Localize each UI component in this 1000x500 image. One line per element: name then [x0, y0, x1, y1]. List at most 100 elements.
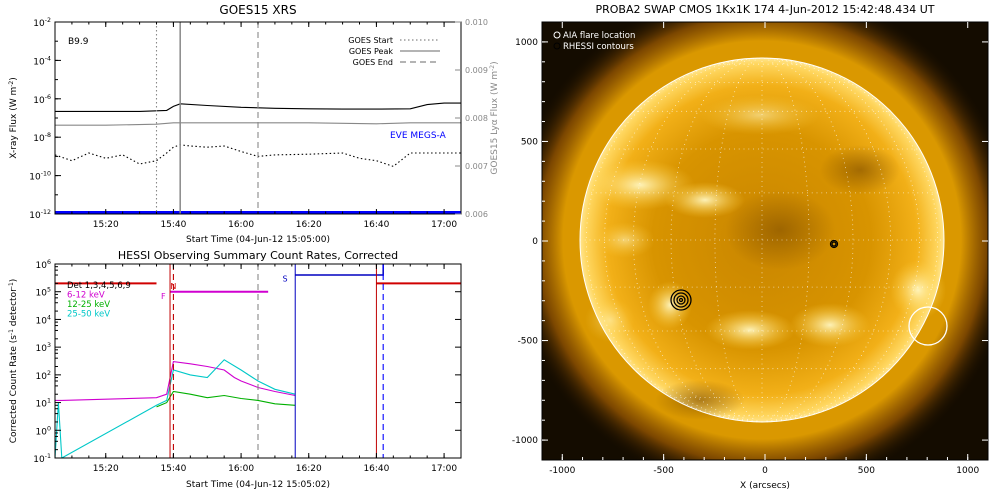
rhessi-contour-2	[673, 292, 689, 308]
goes-ylabel-text: X-ray Flux (W m	[9, 87, 19, 159]
hessi-ytick-label-1-exp: 0	[47, 425, 51, 432]
swap-legend-label-0: AIA flare location	[563, 31, 635, 41]
goes-ytick-label-0: 10-12	[29, 209, 51, 221]
goes-ylabel-end: )	[9, 77, 19, 81]
hessi-ytick-label-5: 104	[36, 314, 51, 326]
goes-ytick-right-label-3: 0.009	[465, 66, 488, 75]
goes-xtick-label-4: 16:40	[363, 220, 389, 230]
goes-panel: GOES15 XRS 15:20 15:40 16:00 16:20 16:40 17:0…	[8, 3, 500, 245]
hessi-ylabel-mid: detector	[9, 288, 19, 329]
active-region-east-2	[665, 182, 745, 218]
rhessi-contour-1	[670, 289, 692, 311]
hessi-series-2	[55, 359, 296, 458]
hessi-xtick-label-2: 16:00	[228, 464, 254, 474]
swap-axes: -1000 -500 0 500 1000 1000 500 0 -500 -1000	[512, 22, 988, 476]
goes-ytick-label-2-base: 10	[33, 134, 45, 144]
goes-ytick-right-label-2: 0.008	[465, 114, 488, 123]
hessi-axes: 15:20 15:40 16:00 16:20 16:40 17:0010-1100101…	[33, 259, 461, 474]
hessi-xlabel: Start Time (04-Jun-12 15:05:02)	[186, 480, 330, 490]
goes-legend-label-1: GOES Peak	[349, 47, 394, 56]
hessi-overlays: FN S	[55, 264, 461, 458]
goes-series-2	[55, 122, 461, 126]
goes-legend-label-2: GOES End	[353, 58, 393, 67]
dark-region-2	[655, 380, 745, 420]
goes-xlabel: Start Time (04-Jun-12 15:05:00)	[186, 235, 330, 245]
goes-title: GOES15 XRS	[219, 3, 296, 17]
hessi-ytick-label-3-exp: 2	[47, 370, 51, 377]
hessi-panel: HESSI Observing Summary Count Rates, Cor…	[8, 249, 462, 490]
goes-ylabel-right-sup: -2	[489, 65, 496, 71]
goes-ytick-label-1-base: 10	[29, 173, 41, 183]
goes-ylabel-right: GOES15 Lyα Flux (W m-2)	[489, 61, 500, 174]
swap-title: PROBA2 SWAP CMOS 1Kx1K 174 4-Jun-2012 15…	[595, 3, 934, 16]
hessi-ytick-label-2-exp: 1	[47, 398, 51, 405]
swap-xlabel: X (arcsecs)	[740, 481, 790, 491]
hessi-ytick-label-4-base: 10	[36, 344, 48, 354]
goes-ytick-label-2-exp: -8	[45, 132, 51, 139]
goes-ytick-label-1-exp: -10	[41, 171, 51, 178]
hessi-ytick-label-4: 103	[36, 342, 51, 354]
swap-ytick-label-4: -1000	[512, 436, 538, 446]
hessi-series-group	[55, 359, 296, 458]
hessi-xtick-label-0: 15:20	[93, 464, 119, 474]
goes-ylabel-right-end: )	[490, 61, 500, 65]
swap-xtick-label-1: -500	[653, 466, 674, 476]
hessi-legend-3: 25-50 keV	[67, 310, 110, 320]
sun-features	[585, 95, 946, 420]
hessi-xtick-label-4: 16:40	[363, 464, 389, 474]
goes-xtick-label-3: 16:20	[296, 220, 322, 230]
hessi-flag-2: S	[283, 274, 288, 283]
active-region-southwest	[790, 303, 870, 347]
active-region-north	[700, 95, 820, 135]
goes-ytick-right-label-4: 0.010	[465, 18, 488, 27]
hessi-ylabel-sup1: -1	[8, 329, 15, 335]
rhessi-contour-small-1	[829, 239, 839, 249]
swap-legend-symbol-0	[553, 31, 561, 39]
hessi-ytick-label-6: 105	[36, 287, 51, 299]
hessi-ytick-label-1: 100	[36, 425, 51, 437]
hessi-ytick-label-3-base: 10	[36, 372, 48, 382]
hessi-ytick-label-0-base: 10	[33, 455, 45, 465]
hessi-ytick-label-6-base: 10	[36, 289, 48, 299]
goes-ytick-label-5: 10-2	[33, 17, 51, 29]
rhessi-contour-3	[676, 295, 686, 305]
goes-ytick-label-3-base: 10	[33, 96, 45, 106]
hessi-legend-2: 12-25 keV	[67, 300, 110, 310]
goes-ylabel-sup: -2	[8, 81, 15, 87]
goes-xtick-label-0: 15:20	[93, 220, 119, 230]
aia-flare-location-circle	[908, 306, 948, 346]
grid-longitude-line	[761, 57, 854, 423]
swap-panel: PROBA2 SWAP CMOS 1Kx1K 174 4-Jun-2012 15…	[512, 3, 989, 491]
goes-ytick-label-5-exp: -2	[45, 17, 51, 24]
hessi-legend-0: Det 1,3,4,5,6,9	[67, 281, 131, 291]
hessi-flag-0: F	[161, 292, 166, 301]
goes-axes: 15:20 15:40 16:00 16:20 16:40 17:0010-1210-10…	[29, 17, 488, 230]
goes-ytick-label-3-exp: -6	[45, 94, 51, 101]
hessi-xtick-label-1: 15:40	[160, 464, 186, 474]
swap-xtick-label-0: -1000	[549, 466, 575, 476]
goes-ytick-label-3: 10-6	[33, 94, 51, 106]
hessi-ytick-label-5-base: 10	[36, 316, 48, 326]
swap-xtick-label-3: 500	[858, 466, 875, 476]
active-region-east-limb	[585, 298, 635, 342]
goes-xtick-label-2: 16:00	[228, 220, 254, 230]
hessi-ylabel-sup2: -1	[8, 282, 15, 288]
hessi-ytick-label-4-exp: 3	[47, 342, 51, 349]
goes-ytick-right-label-1: 0.007	[465, 162, 488, 171]
goes-ytick-right-label-0: 0.006	[465, 210, 488, 219]
hessi-ytick-label-5-exp: 4	[47, 314, 51, 321]
hessi-ytick-label-2-base: 10	[36, 400, 48, 410]
hessi-ytick-label-6-exp: 5	[47, 287, 51, 294]
swap-ytick-label-1: 500	[521, 137, 538, 147]
swap-ytick-label-0: 1000	[515, 38, 538, 48]
hessi-legend-1: 6-12 keV	[67, 291, 105, 301]
dark-region-1	[725, 190, 835, 270]
hessi-title: HESSI Observing Summary Count Rates, Cor…	[118, 249, 398, 262]
goes-ytick-label-2: 10-8	[33, 132, 51, 144]
goes-class-label: B9.9	[68, 37, 89, 47]
swap-legend-symbol-1	[553, 42, 561, 50]
goes-series-1	[55, 144, 461, 168]
hessi-flag-1: N	[170, 282, 176, 291]
